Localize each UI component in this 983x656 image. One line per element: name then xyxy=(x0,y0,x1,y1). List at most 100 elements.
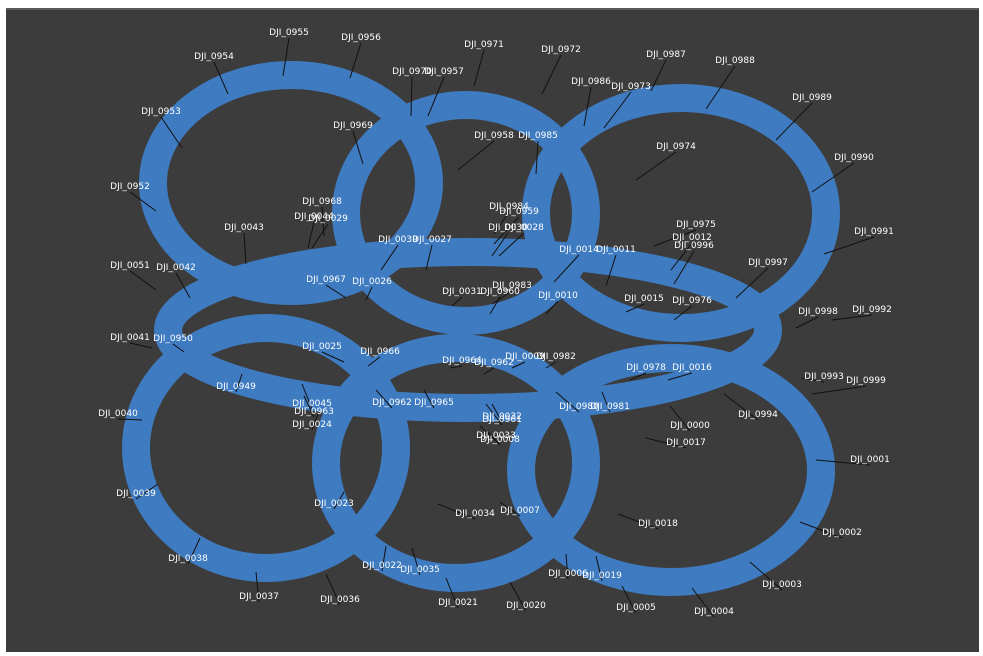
image-label: DJI_0958 xyxy=(474,131,514,141)
label-leader-line xyxy=(243,232,247,265)
image-label: DJI_0962 xyxy=(474,358,514,368)
label-leader-line xyxy=(673,305,693,321)
label-leader-line xyxy=(553,254,580,283)
label-leader-line xyxy=(160,116,183,149)
image-label: DJI_0980 xyxy=(559,402,599,412)
image-label: DJI_0025 xyxy=(302,342,342,352)
image-label: DJI_0035 xyxy=(400,565,440,575)
label-leader-line xyxy=(565,553,569,580)
image-label: DJI_0994 xyxy=(738,410,778,420)
label-leader-line xyxy=(381,545,387,572)
label-leader-lines xyxy=(117,37,875,618)
label-leader-line xyxy=(735,267,769,299)
image-label: DJI_0962 xyxy=(372,398,412,408)
label-leader-line xyxy=(705,65,736,110)
image-label: DJI_0957 xyxy=(424,67,464,77)
3d-viewport-window[interactable]: DJI_0955 DJI_0954 DJI_0956 DJI_0971 DJI_0972… xyxy=(6,8,979,652)
label-leader-line xyxy=(621,585,637,614)
image-label: DJI_0003 xyxy=(762,580,802,590)
image-label: DJI_0953 xyxy=(141,107,181,117)
image-label: DJI_0954 xyxy=(194,52,234,62)
image-label: DJI_0956 xyxy=(341,33,381,43)
label-leader-line xyxy=(511,361,526,369)
flight-ring-center xyxy=(154,238,782,422)
label-leader-line xyxy=(235,373,243,393)
image-label: DJI_0960 xyxy=(480,287,520,297)
image-label: DJI_0966 xyxy=(360,347,400,357)
image-label: DJI_0000 xyxy=(670,421,710,431)
label-leader-line xyxy=(473,49,485,87)
label-leader-line xyxy=(491,232,509,257)
image-label: DJI_0963 xyxy=(294,407,334,417)
label-leader-line xyxy=(311,223,329,249)
label-leader-line xyxy=(823,236,875,255)
image-label: DJI_0008 xyxy=(480,435,520,445)
label-leader-line xyxy=(603,91,632,129)
image-label: DJI_0032 xyxy=(482,412,522,422)
image-label: DJI_0014 xyxy=(559,245,599,255)
label-leader-line xyxy=(650,59,667,92)
image-label: DJI_0955 xyxy=(269,28,309,38)
label-leader-line xyxy=(691,587,715,618)
image-label: DJI_0021 xyxy=(438,598,478,608)
image-label: DJI_0993 xyxy=(804,372,844,382)
image-label: DJI_0040 xyxy=(98,409,138,419)
image-label: DJI_0028 xyxy=(504,223,544,233)
label-leader-line xyxy=(653,229,697,247)
image-label: DJI_0965 xyxy=(414,398,454,408)
image-label: DJI_0971 xyxy=(464,40,504,50)
label-leader-line xyxy=(367,356,381,367)
image-label: DJI_0022 xyxy=(362,561,402,571)
label-leader-line xyxy=(333,491,345,510)
label-leader-line xyxy=(117,418,143,421)
label-leader-line xyxy=(535,140,539,175)
image-label: DJI_0001 xyxy=(850,455,890,465)
label-leader-line xyxy=(411,547,421,576)
image-label: DJI_0986 xyxy=(571,77,611,87)
label-leader-line xyxy=(775,102,813,141)
image-label: DJI_0989 xyxy=(792,93,832,103)
image-label: DJI_0034 xyxy=(455,509,495,519)
image-label: DJI_0033 xyxy=(476,431,516,441)
flight-track-canvas[interactable]: DJI_0955 DJI_0954 DJI_0956 DJI_0971 DJI_0972… xyxy=(6,8,979,652)
label-leader-line xyxy=(349,42,362,79)
label-leader-line xyxy=(645,437,687,449)
image-label: DJI_0964 xyxy=(442,356,482,366)
label-leader-line xyxy=(213,61,229,95)
image-label: DJI_0991 xyxy=(854,227,894,237)
image-label: DJI_0949 xyxy=(216,382,256,392)
image-label: DJI_0015 xyxy=(624,294,664,304)
label-leader-line xyxy=(595,555,603,582)
image-label: DJI_0026 xyxy=(352,277,392,287)
label-leader-line xyxy=(629,372,647,381)
image-label: DJI_0982 xyxy=(536,352,576,362)
image-label: DJI_0030 xyxy=(488,223,528,233)
label-leader-line xyxy=(601,391,611,413)
image-label: DJI_0002 xyxy=(822,528,862,538)
label-leader-line xyxy=(815,459,871,466)
image-label: DJI_0023 xyxy=(314,499,354,509)
label-leader-line xyxy=(491,403,503,423)
label-leader-line xyxy=(325,284,347,299)
image-label: DJI_0976 xyxy=(672,296,712,306)
label-leader-line xyxy=(493,216,520,245)
image-label: DJI_0006 xyxy=(548,569,588,579)
image-label: DJI_0969 xyxy=(333,121,373,131)
label-leader-line xyxy=(541,54,562,95)
label-leader-line xyxy=(425,244,433,271)
image-label: DJI_0018 xyxy=(638,519,678,529)
label-leader-line xyxy=(487,431,501,446)
image-label: DJI_0996 xyxy=(674,241,714,251)
label-leader-line xyxy=(545,300,559,315)
image-label: DJI_0051 xyxy=(110,261,150,271)
image-label: DJI_0043 xyxy=(224,223,264,233)
flight-ring-top-left xyxy=(139,61,443,305)
image-label: DJI_0983 xyxy=(492,281,532,291)
viewport-top-edge xyxy=(6,8,979,10)
image-labels: DJI_0955 DJI_0954 DJI_0956 DJI_0971 DJI_0972… xyxy=(98,28,894,617)
label-leader-line xyxy=(451,296,463,307)
label-leader-line xyxy=(485,403,503,426)
image-label: DJI_0016 xyxy=(672,363,712,373)
image-label: DJI_0017 xyxy=(666,438,706,448)
label-leader-line xyxy=(499,501,521,517)
